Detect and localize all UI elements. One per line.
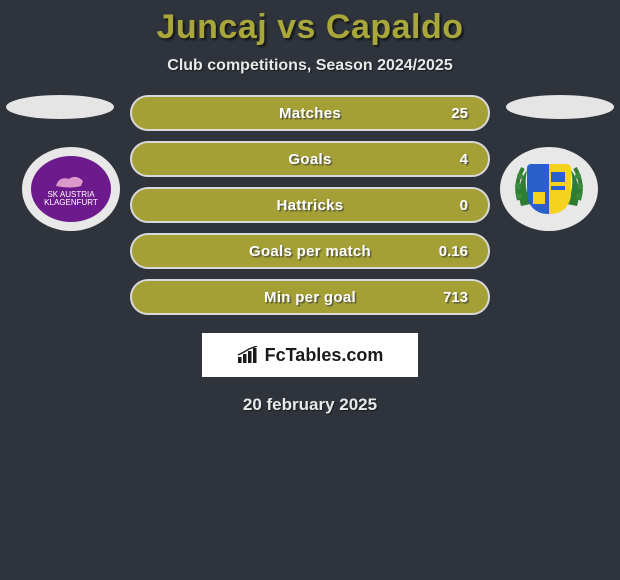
stat-row-goals: Goals 4 [130,141,490,177]
stat-row-min-per-goal: Min per goal 713 [130,279,490,315]
brand-box[interactable]: FcTables.com [202,333,418,377]
stat-value: 713 [443,289,468,306]
stat-row-hattricks: Hattricks 0 [130,187,490,223]
stat-value: 25 [451,105,468,122]
stat-label: Min per goal [264,289,356,306]
club-logo-left: SK AUSTRIA KLAGENFURT [22,147,120,231]
page-title: Juncaj vs Capaldo [0,8,620,47]
stat-row-goals-per-match: Goals per match 0.16 [130,233,490,269]
card-container: Juncaj vs Capaldo Club competitions, Sea… [0,0,620,415]
club-logo-right [500,147,598,231]
player-right-ellipse [506,95,614,119]
stat-value: 0 [460,197,468,214]
stat-value: 0.16 [439,243,468,260]
stat-row-matches: Matches 25 [130,95,490,131]
logo-inner-left: SK AUSTRIA KLAGENFURT [31,156,111,222]
stat-rows: Matches 25 Goals 4 Hattricks 0 Goals per… [130,95,490,325]
stat-label: Goals [288,151,331,168]
stat-label: Goals per match [249,243,371,260]
logo-inner-right [509,156,589,222]
player-left-ellipse [6,95,114,119]
brand-text: FcTables.com [265,345,384,366]
horse-icon [51,171,91,191]
stat-label: Hattricks [277,197,344,214]
bar-chart-icon [237,346,259,364]
shield-icon [527,164,571,214]
date-line: 20 february 2025 [0,395,620,415]
stat-label: Matches [279,105,341,122]
subtitle: Club competitions, Season 2024/2025 [0,57,620,75]
stat-value: 4 [460,151,468,168]
content-area: SK AUSTRIA KLAGENFURT [0,95,620,325]
logo-left-caption-2: KLAGENFURT [44,199,98,207]
